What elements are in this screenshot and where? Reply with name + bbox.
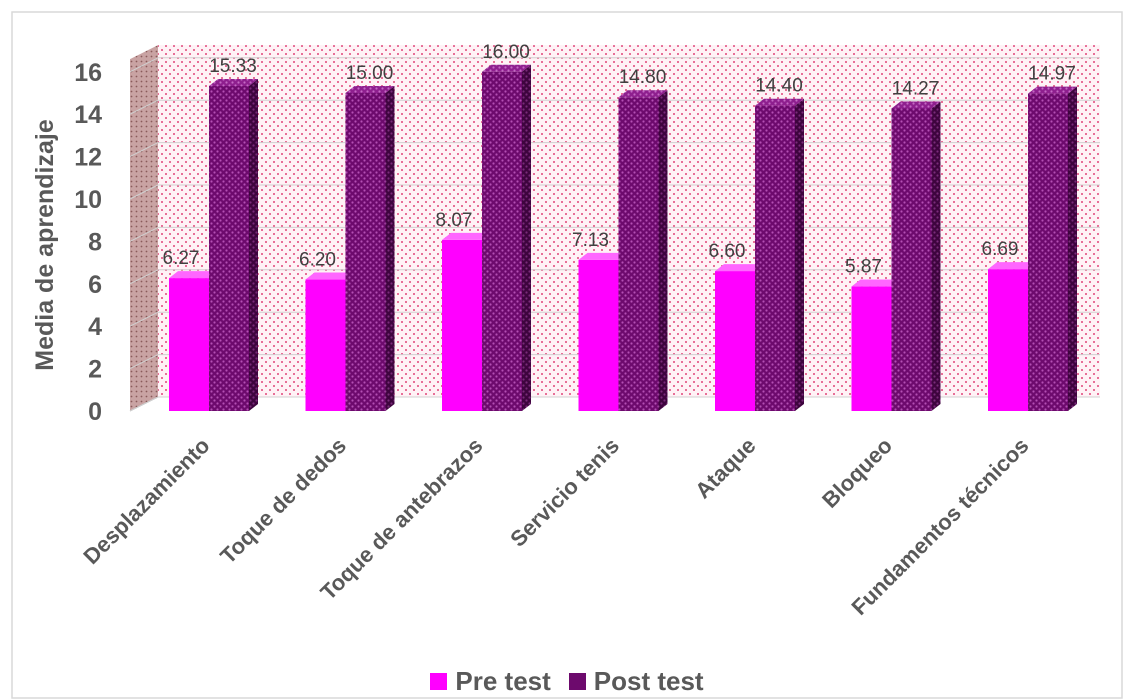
data-label-pre: 6.20 bbox=[299, 250, 336, 271]
bar-pre-top bbox=[305, 272, 355, 280]
data-label-post: 14.40 bbox=[755, 76, 803, 97]
data-label-pre: 6.27 bbox=[163, 248, 200, 269]
bar-post-front bbox=[482, 71, 522, 412]
y-tick-label: 16 bbox=[74, 59, 102, 87]
category-label: Toque de dedos bbox=[215, 433, 351, 569]
gridline-side bbox=[129, 99, 159, 115]
bar-post-side bbox=[522, 64, 531, 412]
bar-post bbox=[482, 64, 531, 412]
data-label-pre: 8.07 bbox=[436, 210, 473, 231]
bar-post-top bbox=[755, 98, 804, 106]
bar-post-front bbox=[345, 93, 386, 411]
bars bbox=[169, 64, 1077, 412]
category-label: Desplazamiento bbox=[78, 433, 214, 569]
legend-swatch-post bbox=[568, 672, 586, 690]
bar-post-side bbox=[1068, 86, 1077, 412]
data-label-pre: 7.13 bbox=[572, 230, 609, 251]
category-label: Ataque bbox=[690, 433, 760, 503]
bar-post-front bbox=[1028, 93, 1068, 412]
bar-post-top bbox=[618, 90, 668, 98]
data-label-post: 15.33 bbox=[209, 56, 257, 77]
bar-post-top bbox=[209, 79, 258, 87]
data-label-post: 14.27 bbox=[892, 78, 940, 99]
category-label: Servicio tenis bbox=[505, 433, 624, 552]
y-tick-label: 4 bbox=[88, 313, 102, 341]
data-label-post: 15.00 bbox=[346, 63, 394, 84]
gridline-side bbox=[129, 311, 159, 327]
gridline-side bbox=[129, 57, 159, 73]
bar-post-side bbox=[385, 86, 395, 411]
bar-pre-front bbox=[851, 286, 892, 411]
y-tick-label: 14 bbox=[74, 101, 102, 129]
bar-post-side bbox=[795, 98, 804, 411]
y-tick-labels: 0 2 4 6 8 10 12 14 16 bbox=[74, 59, 102, 426]
category-label: Bloqueo bbox=[817, 433, 897, 513]
bar-post-side bbox=[658, 90, 668, 412]
y-tick-label: 8 bbox=[88, 228, 102, 256]
data-label-pre: 5.87 bbox=[845, 257, 882, 278]
legend-swatch-pre bbox=[430, 672, 448, 690]
gridline-side bbox=[129, 396, 159, 412]
legend-item-post: Post test bbox=[568, 665, 704, 697]
y-tick-label: 2 bbox=[88, 356, 102, 384]
legend-item-pre: Pre test bbox=[430, 665, 551, 697]
bar-pre-top bbox=[851, 279, 901, 287]
gridline-side bbox=[129, 142, 159, 158]
bar-post-side bbox=[931, 101, 941, 411]
bar-pre-front bbox=[715, 271, 755, 411]
legend: Pre test Post test bbox=[0, 664, 1134, 698]
bar-pre-front bbox=[442, 239, 482, 411]
bar-post-front bbox=[209, 86, 249, 411]
data-label-post: 14.97 bbox=[1028, 64, 1076, 85]
data-labels: 6.27 15.33 6.20 15.00 8.07 16.00 7.13 14.80 6.60… bbox=[163, 42, 1076, 278]
bar-post-top bbox=[482, 64, 531, 72]
bar-pre-top bbox=[578, 252, 628, 260]
side-wall bbox=[130, 45, 158, 411]
chart-border bbox=[11, 11, 1123, 699]
bar-post-top bbox=[891, 101, 941, 109]
y-tick-label: 6 bbox=[88, 271, 102, 299]
bar-post-top bbox=[1028, 86, 1077, 94]
bar-post-front bbox=[891, 108, 932, 411]
bar-post bbox=[891, 101, 941, 411]
gridline-side bbox=[129, 226, 159, 242]
bar-pre-top bbox=[715, 264, 764, 272]
bar-post-top bbox=[345, 86, 395, 93]
bar-pre-front bbox=[305, 279, 346, 411]
gridline-side bbox=[129, 269, 159, 285]
y-axis-title: Media de aprendizaje bbox=[31, 119, 59, 371]
gridline-side bbox=[129, 184, 159, 200]
legend-label-pre: Pre test bbox=[455, 665, 551, 696]
bar-post-front bbox=[618, 97, 659, 412]
y-tick-label: 0 bbox=[88, 398, 102, 426]
y-tick-label: 10 bbox=[74, 186, 102, 214]
data-label-post: 14.80 bbox=[619, 67, 667, 88]
bar-post-front bbox=[755, 105, 795, 411]
bar-post bbox=[618, 90, 668, 412]
data-label-pre: 6.60 bbox=[709, 241, 746, 262]
bar-pre-top bbox=[988, 262, 1037, 270]
bar-post bbox=[1028, 86, 1077, 412]
bar-post-side bbox=[249, 79, 258, 411]
bar-pre-top bbox=[169, 271, 218, 279]
bar-post bbox=[755, 98, 804, 411]
bar-pre-front bbox=[169, 278, 209, 411]
bar-pre-front bbox=[578, 259, 619, 411]
bar-pre-top bbox=[442, 232, 491, 240]
bar-post bbox=[209, 79, 258, 411]
legend-label-post: Post test bbox=[593, 665, 704, 696]
bar-post bbox=[345, 86, 395, 411]
data-label-post: 16.00 bbox=[482, 42, 530, 63]
bar-pre-front bbox=[988, 269, 1028, 411]
y-tick-label: 12 bbox=[74, 144, 102, 172]
data-label-pre: 6.69 bbox=[982, 239, 1019, 260]
gridline-side bbox=[129, 354, 159, 370]
